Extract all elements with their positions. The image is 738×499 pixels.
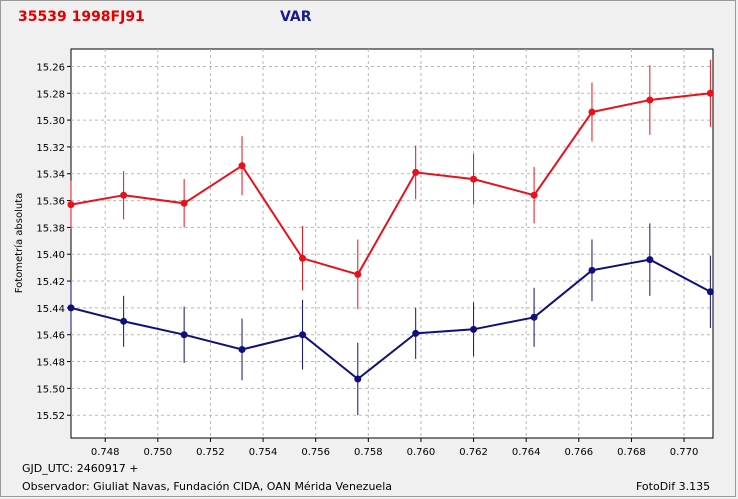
y-axis-label: Fotometría absoluta xyxy=(13,193,25,294)
data-point xyxy=(588,108,596,116)
data-point xyxy=(470,325,478,333)
series-blue xyxy=(67,223,714,416)
x-tick-label: 0.750 xyxy=(144,447,173,458)
data-point xyxy=(67,201,75,209)
y-tick-label: 15.38 xyxy=(36,223,65,234)
data-point xyxy=(646,256,654,264)
data-point xyxy=(588,266,596,274)
object-title: 35539 1998FJ91 xyxy=(18,9,145,25)
y-tick-labels: 15.26 15.28 15.30 15.32 15.34 15.36 15.38 15.40… xyxy=(36,62,71,422)
y-tick-label: 15.44 xyxy=(36,304,65,315)
plot-area xyxy=(70,48,714,439)
x-tick-label: 0.756 xyxy=(301,447,330,458)
x-tick-label: 0.752 xyxy=(196,447,225,458)
y-tick-label: 15.52 xyxy=(36,411,65,422)
y-tick-label: 15.46 xyxy=(36,331,65,342)
gjd-label: GJD_UTC: 2460917 + xyxy=(22,462,139,475)
data-series xyxy=(67,59,714,416)
data-point xyxy=(412,329,420,337)
data-point xyxy=(180,331,188,339)
data-point xyxy=(354,270,362,278)
x-tick-label: 0.754 xyxy=(249,447,278,458)
data-point xyxy=(530,313,538,321)
data-point xyxy=(706,89,714,97)
data-point xyxy=(470,175,478,183)
y-tick-label: 15.28 xyxy=(36,89,65,100)
x-tick-label: 0.766 xyxy=(564,447,593,458)
observer-label: Observador: Giuliat Navas, Fundación CID… xyxy=(22,480,392,493)
x-tick-label: 0.770 xyxy=(670,447,699,458)
x-tick-label: 0.764 xyxy=(512,447,541,458)
x-tick-label: 0.758 xyxy=(354,447,383,458)
x-tick-label: 0.762 xyxy=(459,447,488,458)
y-tick-label: 15.36 xyxy=(36,197,65,208)
y-tick-label: 15.32 xyxy=(36,143,65,154)
y-tick-label: 15.50 xyxy=(36,384,65,395)
y-tick-label: 15.34 xyxy=(36,170,65,181)
data-point xyxy=(120,191,128,199)
data-point xyxy=(354,375,362,383)
data-point xyxy=(530,191,538,199)
y-tick-label: 15.26 xyxy=(36,62,65,73)
data-point xyxy=(238,162,246,170)
series-line xyxy=(70,92,711,276)
y-tick-label: 15.42 xyxy=(36,277,65,288)
data-point xyxy=(299,254,307,262)
data-point xyxy=(412,168,420,176)
x-tick-label: 0.748 xyxy=(91,447,120,458)
x-tick-label: 0.760 xyxy=(407,447,436,458)
data-point xyxy=(299,331,307,339)
data-point xyxy=(120,317,128,325)
grid-lines xyxy=(71,49,713,438)
x-tick-label: 0.768 xyxy=(617,447,646,458)
y-tick-label: 15.30 xyxy=(36,116,65,127)
data-point xyxy=(646,96,654,104)
y-tick-label: 15.48 xyxy=(36,358,65,369)
data-point xyxy=(238,345,246,353)
series-red xyxy=(67,59,714,310)
data-point xyxy=(180,199,188,207)
series-line xyxy=(70,258,711,381)
y-tick-label: 15.40 xyxy=(36,250,65,261)
software-version: FotoDif 3.135 xyxy=(636,480,711,493)
data-point xyxy=(67,304,75,312)
data-point xyxy=(706,288,714,296)
x-tick-labels: 0.748 0.750 0.752 0.754 0.756 0.758 0.760 0.762… xyxy=(91,438,698,458)
var-label: VAR xyxy=(280,9,312,25)
